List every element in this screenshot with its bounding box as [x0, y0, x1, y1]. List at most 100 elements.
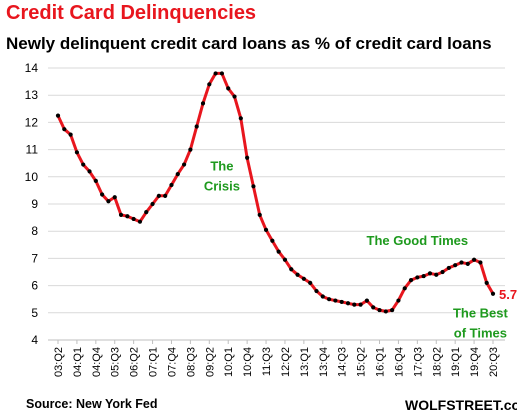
data-point [352, 302, 357, 307]
data-point [232, 94, 237, 99]
data-point [219, 71, 225, 76]
data-point [213, 71, 218, 76]
y-tick-label: 12 [25, 115, 39, 129]
x-tick-label: 16:Q1 [375, 347, 387, 377]
y-tick-label: 5 [31, 306, 38, 320]
data-point [396, 298, 401, 303]
x-tick-label: 09:Q2 [204, 347, 216, 377]
data-point [377, 307, 382, 313]
x-tick-label: 06:Q2 [129, 347, 141, 377]
data-point [276, 249, 281, 254]
x-tick-label: 16:Q4 [393, 347, 405, 377]
data-point [314, 288, 319, 294]
data-point [137, 219, 143, 224]
x-tick-label: 17:Q3 [412, 347, 424, 377]
data-point [181, 162, 187, 167]
annotations: The Crisis The Good Times 5.7% The Best of Ti… [204, 159, 517, 341]
x-tick-label: 07:Q4 [166, 347, 178, 377]
data-point [471, 257, 477, 262]
x-axis: 03:Q2 04:Q1 04:Q4 05:Q3 06:Q2 07:Q1 07:Q4 08:Q3… [53, 340, 500, 377]
data-point [106, 199, 111, 204]
data-point [245, 155, 250, 160]
data-point [238, 116, 243, 121]
data-point [383, 309, 388, 314]
x-tick-label: 19:Q1 [450, 347, 462, 377]
x-tick-label: 13:Q1 [299, 347, 311, 377]
y-tick-label: 11 [26, 143, 39, 157]
data-point [459, 260, 464, 265]
data-point [427, 271, 433, 276]
data-point [257, 212, 262, 217]
annotation-2: 5.7% [499, 287, 517, 302]
x-tick-label: 15:Q2 [356, 347, 368, 377]
x-tick-label: 14:Q3 [337, 347, 349, 377]
annotation-text: of Times [454, 325, 507, 340]
data-point [371, 305, 376, 310]
x-tick-label: 04:Q1 [72, 347, 84, 377]
data-point [188, 147, 193, 152]
data-point [282, 257, 288, 262]
data-point [169, 182, 174, 188]
data-point [295, 272, 300, 277]
y-tick-label: 7 [31, 251, 38, 265]
chart-title: Credit Card Delinquencies [6, 2, 257, 24]
data-point [453, 263, 458, 268]
y-tick-label: 4 [31, 333, 38, 347]
data-point [93, 178, 98, 183]
data-point [333, 298, 338, 303]
data-point [301, 276, 306, 281]
annotation-text: 5.7% [499, 287, 517, 302]
y-tick-label: 14 [25, 61, 39, 75]
data-point [68, 132, 73, 137]
annotation-0: The Crisis [204, 159, 240, 194]
data-point [440, 269, 445, 275]
data-point [465, 261, 470, 266]
y-tick-label: 9 [31, 197, 38, 211]
data-point [478, 260, 483, 265]
y-tick-label: 10 [25, 170, 39, 184]
data-point [100, 192, 105, 197]
data-point [289, 267, 294, 272]
data-point [131, 216, 136, 222]
data-point [415, 275, 420, 280]
data-point [156, 193, 161, 198]
x-tick-label: 20:Q3 [488, 347, 500, 377]
data-point [74, 150, 80, 155]
data-point [251, 184, 256, 189]
x-tick-label: 04:Q4 [91, 347, 103, 377]
data-point [390, 307, 395, 313]
annotation-text: Crisis [204, 179, 240, 194]
data-point [207, 82, 212, 87]
data-point [263, 227, 269, 232]
y-tick-label: 8 [31, 224, 38, 238]
data-point [175, 171, 180, 177]
x-tick-label: 03:Q2 [53, 347, 65, 377]
data-point [308, 280, 313, 285]
x-tick-label: 11:Q3 [261, 347, 273, 376]
series-delinquency [55, 71, 496, 314]
data-point [112, 195, 117, 200]
annotation-text: The Good Times [367, 233, 469, 248]
data-point [200, 101, 206, 106]
data-point [402, 286, 407, 291]
series-line [56, 71, 495, 313]
x-tick-label: 18:Q2 [431, 347, 443, 377]
data-point [364, 298, 370, 303]
data-point [55, 113, 61, 118]
data-point [358, 302, 363, 307]
x-tick-label: 10:Q1 [223, 347, 235, 377]
annotation-3: The Best of Times [453, 305, 509, 340]
x-tick-label: 08:Q3 [185, 347, 197, 377]
data-point [87, 169, 92, 174]
data-point [62, 127, 67, 132]
data-point [226, 86, 231, 91]
data-point [118, 212, 124, 217]
source-label: Source: New York Fed [26, 397, 158, 411]
y-axis: 4 5 6 7 8 9 10 11 12 13 14 [25, 61, 39, 347]
x-tick-label: 19:Q4 [469, 347, 481, 377]
annotation-1: The Good Times [367, 233, 469, 248]
data-point [150, 201, 155, 207]
annotation-text: The [210, 159, 233, 174]
x-tick-label: 07:Q1 [148, 347, 160, 377]
x-tick-label: 10:Q4 [242, 347, 254, 377]
